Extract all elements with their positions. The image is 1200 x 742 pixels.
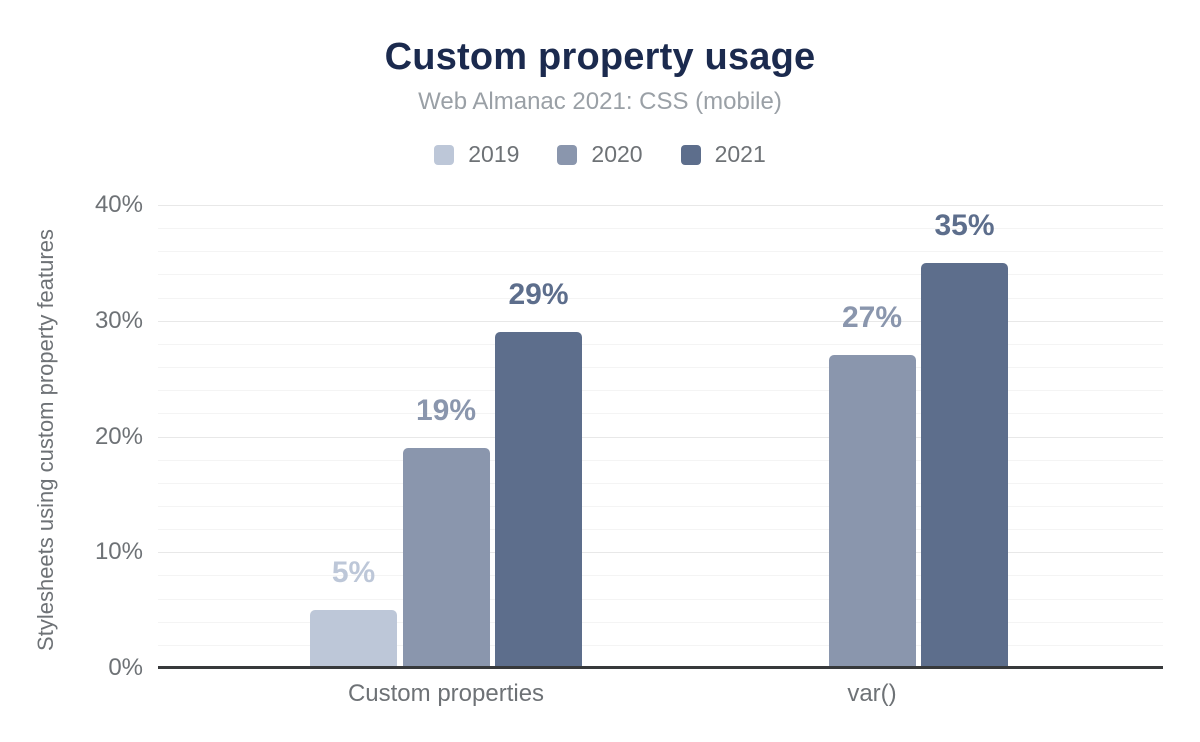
legend-swatch-2019: [434, 144, 455, 165]
y-tick-label-20: 20%: [94, 422, 143, 450]
y-tick-label-30: 30%: [94, 306, 143, 334]
major-gridline: [158, 436, 1163, 438]
legend-label-2019: 2019: [468, 141, 520, 167]
minor-gridline: [158, 598, 1163, 600]
minor-gridline: [158, 529, 1163, 531]
minor-gridline: [158, 482, 1163, 484]
legend-label-2021: 2021: [714, 141, 766, 167]
legend-swatch-2020: [557, 144, 578, 165]
chart-subtitle: Web Almanac 2021: CSS (mobile): [418, 88, 782, 115]
value-label-2021-custom-properties: 29%: [508, 278, 569, 312]
minor-gridline: [158, 367, 1163, 369]
major-gridline: [158, 552, 1163, 554]
legend-label-2020: 2020: [591, 141, 643, 167]
legend: 2019 2020 2021: [0, 141, 1200, 168]
value-label-2019-custom-properties: 5%: [331, 556, 376, 590]
minor-gridline: [158, 505, 1163, 507]
y-axis-title: Stylesheets using custom property featur…: [33, 229, 58, 651]
minor-gridline: [158, 274, 1163, 276]
minor-gridline: [158, 413, 1163, 415]
major-gridline: [158, 320, 1163, 322]
value-label-2021-var: 35%: [934, 208, 995, 242]
minor-gridline: [158, 459, 1163, 461]
minor-gridline: [158, 343, 1163, 345]
bar-2021-var: [921, 262, 1008, 668]
legend-item-2019: 2019: [434, 141, 519, 168]
legend-item-2020: 2020: [557, 141, 643, 168]
y-tick-label-0: 0%: [108, 654, 143, 681]
major-gridline: [158, 205, 1163, 206]
bar-2020-var: [828, 355, 916, 668]
legend-item-2021: 2021: [680, 141, 766, 168]
bar-2020-custom-properties: [402, 448, 490, 668]
legend-swatch-2021: [680, 144, 701, 165]
x-category-label-1: Custom properties: [347, 680, 545, 707]
minor-gridline: [158, 297, 1163, 299]
value-label-2020-var: 27%: [841, 301, 903, 335]
minor-gridline: [158, 251, 1163, 253]
y-tick-label-40: 40%: [94, 191, 143, 218]
bar-2021-custom-properties: [495, 332, 582, 668]
minor-gridline: [158, 575, 1163, 577]
x-axis-line: [158, 666, 1163, 669]
value-label-2020-custom-properties: 19%: [415, 394, 477, 428]
minor-gridline: [158, 228, 1163, 230]
x-category-label-2: var(): [847, 680, 897, 707]
minor-gridline: [158, 390, 1163, 392]
minor-gridline: [158, 644, 1163, 646]
y-tick-label-10: 10%: [94, 538, 143, 566]
bar-2019-custom-properties: [310, 610, 397, 668]
chart-title: Custom property usage: [384, 36, 816, 78]
minor-gridline: [158, 621, 1163, 623]
